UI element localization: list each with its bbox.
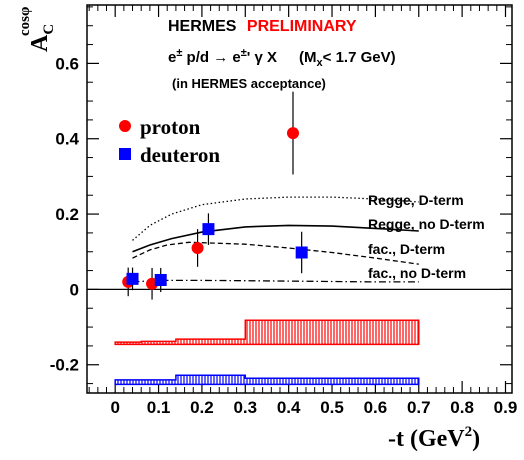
systematic-band-outline-deuteron — [114, 374, 420, 386]
x-axis-label: -t (GeV2) — [388, 424, 480, 452]
model-curve-2 — [132, 241, 419, 265]
legend-deuteron-marker — [119, 148, 131, 160]
y-tick-labels: -0.2 0 0.2 0.4 0.6 — [50, 54, 80, 374]
deuteron-point — [154, 273, 167, 286]
x-tick-label: 0.2 — [190, 398, 214, 417]
x-tick-labels: 0 0.1 0.2 0.3 0.4 0.5 0.6 0.7 0.8 0.9 — [110, 398, 517, 417]
curve-label-fac-nod: fac., no D-term — [368, 265, 466, 281]
model-curve-1 — [132, 224, 419, 253]
systematic-band-bin-deuteron — [115, 379, 142, 385]
y-tick-label: 0.6 — [55, 54, 79, 73]
x-tick-label: 0.4 — [277, 398, 301, 417]
systematic-band-bin-deuteron — [141, 379, 176, 385]
y-tick-label: 0.4 — [55, 130, 79, 149]
x-tick-label: 0.5 — [320, 398, 344, 417]
legend-proton-marker — [119, 120, 131, 132]
svg-text:AC: AC — [27, 24, 57, 52]
x-tick-label: 0.1 — [147, 398, 171, 417]
curve-label-regge-nod: Regge, no D-term — [368, 216, 485, 232]
systematic-band-bin-proton — [245, 320, 419, 345]
x-tick-label: 0.6 — [364, 398, 388, 417]
data-series — [122, 91, 308, 300]
legend-proton-label: proton — [140, 115, 201, 139]
deuteron-point — [202, 223, 215, 236]
legend: proton deuteron — [119, 115, 220, 167]
systematic-band-bin-proton — [141, 341, 176, 345]
deuteron-point — [126, 272, 139, 285]
chart-note: (in HERMES acceptance) — [172, 76, 326, 91]
y-tick-label: 0 — [70, 280, 79, 299]
y-tick-label: 0.2 — [55, 205, 79, 224]
systematic-band-bin-deuteron — [245, 378, 419, 385]
deuteron-point — [295, 246, 308, 259]
y-axis-label: AC cosφ — [17, 7, 57, 52]
systematic-band-bin-proton — [175, 339, 246, 345]
systematic-band-bin-deuteron — [175, 375, 246, 385]
curve-label-fac-d: fac., D-term — [368, 241, 445, 257]
proton-point — [286, 127, 299, 140]
x-tick-label: 0 — [110, 398, 119, 417]
systematic-band-outline-proton — [114, 319, 420, 346]
x-tick-label: 0.3 — [233, 398, 257, 417]
systematic-band-bin-proton — [115, 342, 142, 345]
legend-deuteron-label: deuteron — [140, 143, 220, 167]
chart-subtitle: e± p/d → e±' γ X (Mx< 1.7 GeV) — [168, 47, 396, 69]
y-axis-ticks — [87, 6, 512, 385]
y-tick-label: -0.2 — [50, 356, 79, 375]
proton-point — [191, 241, 204, 254]
x-tick-label: 0.8 — [450, 398, 474, 417]
chart-title: HERMES — [168, 18, 237, 35]
svg-text:cosφ: cosφ — [17, 7, 33, 36]
x-axis-ticks — [88, 5, 507, 393]
curve-label-regge-d: Regge, D-term — [368, 192, 464, 208]
chart-title-tag: PRELIMINARY — [247, 18, 357, 35]
systematic-bands — [114, 319, 420, 386]
x-tick-label: 0.9 — [494, 398, 518, 417]
plot-frame — [86, 4, 513, 394]
x-tick-label: 0.7 — [407, 398, 431, 417]
svg-text:HERMES PRELIMINARY: HERMES PRELIMINARY — [168, 18, 357, 35]
